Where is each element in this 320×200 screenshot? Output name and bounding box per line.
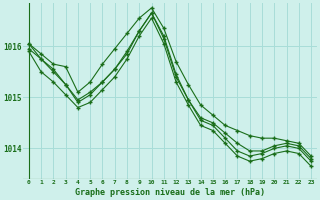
X-axis label: Graphe pression niveau de la mer (hPa): Graphe pression niveau de la mer (hPa) (75, 188, 265, 197)
